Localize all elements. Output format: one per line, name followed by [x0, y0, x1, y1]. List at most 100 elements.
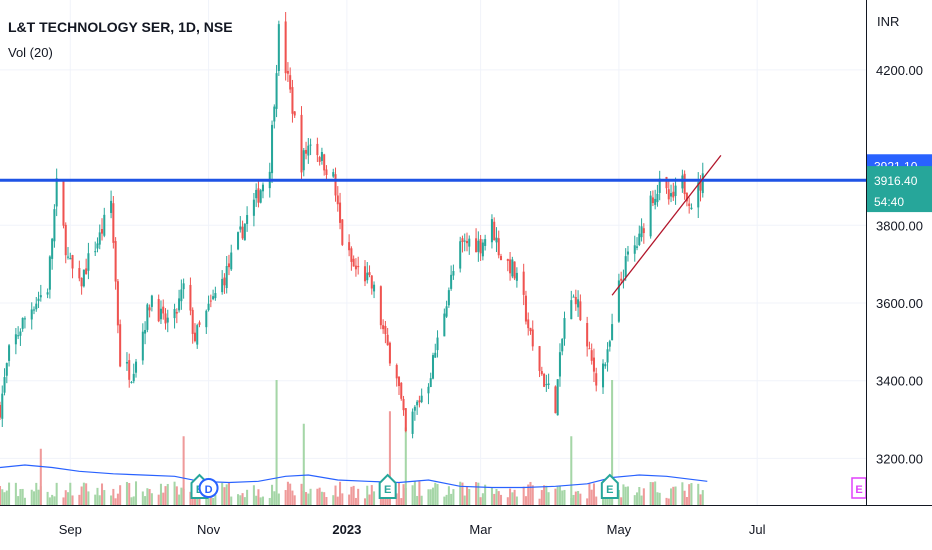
indicator-label[interactable]: Vol (20) [8, 45, 53, 60]
candle[interactable] [78, 260, 81, 282]
candle[interactable] [577, 290, 580, 317]
candle[interactable] [461, 235, 464, 253]
candle[interactable] [309, 138, 312, 156]
candle[interactable] [497, 230, 500, 259]
candle[interactable] [173, 303, 176, 329]
candle[interactable] [191, 307, 194, 344]
candle[interactable] [667, 181, 670, 205]
candle[interactable] [683, 170, 686, 200]
candle[interactable] [558, 343, 561, 387]
candle[interactable] [125, 352, 128, 371]
candle[interactable] [386, 327, 389, 346]
candle[interactable] [307, 138, 310, 164]
candle[interactable] [590, 343, 593, 365]
candle[interactable] [277, 20, 280, 76]
candle[interactable] [116, 279, 119, 334]
candle[interactable] [205, 309, 208, 334]
candle[interactable] [429, 372, 432, 388]
trend-line[interactable] [611, 154, 722, 296]
candle[interactable] [561, 338, 564, 356]
candle[interactable] [443, 308, 446, 337]
candle[interactable] [431, 352, 435, 380]
candle[interactable] [300, 106, 303, 180]
candle[interactable] [286, 62, 289, 82]
candle[interactable] [53, 204, 56, 248]
candle[interactable] [515, 267, 518, 288]
candle[interactable] [196, 323, 199, 349]
event-marker-earnings[interactable]: E [378, 473, 397, 499]
event-marker-upcoming[interactable]: E [851, 477, 867, 499]
candle[interactable] [178, 289, 181, 313]
candle[interactable] [527, 312, 530, 336]
candle[interactable] [563, 311, 566, 346]
candle[interactable] [611, 313, 614, 341]
candle[interactable] [246, 206, 249, 232]
candle[interactable] [3, 368, 6, 396]
candle[interactable] [547, 373, 550, 390]
candle[interactable] [141, 323, 144, 365]
candle[interactable] [180, 279, 183, 310]
candle[interactable] [271, 120, 274, 184]
candle[interactable] [0, 401, 2, 420]
candle[interactable] [674, 177, 677, 205]
candle[interactable] [404, 408, 407, 433]
candle[interactable] [654, 189, 657, 210]
candle[interactable] [135, 358, 138, 378]
candle[interactable] [511, 256, 514, 279]
candle[interactable] [339, 192, 342, 230]
candle[interactable] [119, 319, 122, 368]
candle[interactable] [592, 348, 595, 383]
candle[interactable] [159, 300, 162, 324]
candle[interactable] [459, 236, 462, 273]
candle[interactable] [94, 241, 97, 256]
candle[interactable] [334, 167, 337, 202]
candle[interactable] [212, 289, 215, 301]
candle[interactable] [144, 321, 147, 345]
candle[interactable] [352, 255, 355, 267]
candle[interactable] [66, 247, 70, 260]
candle[interactable] [649, 191, 652, 239]
candle[interactable] [604, 362, 607, 369]
candle[interactable] [114, 237, 117, 290]
candle[interactable] [572, 294, 575, 298]
candle[interactable] [259, 188, 262, 204]
event-marker-dividend[interactable]: D [198, 478, 219, 498]
candle[interactable] [293, 110, 296, 118]
candle[interactable] [323, 153, 326, 176]
candle[interactable] [64, 222, 67, 264]
candle[interactable] [366, 262, 369, 284]
candle[interactable] [110, 190, 113, 219]
candle[interactable] [413, 405, 416, 421]
candle[interactable] [509, 251, 512, 281]
candle[interactable] [688, 197, 691, 214]
candle[interactable] [452, 264, 455, 280]
candle[interactable] [5, 362, 8, 384]
candle[interactable] [672, 182, 675, 201]
candle[interactable] [32, 306, 36, 315]
candle[interactable] [638, 225, 641, 247]
candle[interactable] [416, 399, 419, 415]
candle[interactable] [182, 278, 185, 299]
candle[interactable] [588, 341, 591, 350]
candle[interactable] [574, 289, 577, 311]
candle[interactable] [506, 258, 509, 272]
candle[interactable] [21, 317, 24, 332]
candle[interactable] [305, 141, 308, 160]
candle[interactable] [207, 295, 210, 312]
candle[interactable] [241, 220, 244, 240]
candle[interactable] [490, 214, 493, 249]
candle[interactable] [189, 277, 192, 316]
candle[interactable] [214, 286, 217, 301]
candle[interactable] [148, 304, 151, 318]
candle[interactable] [475, 228, 478, 253]
candle[interactable] [499, 253, 503, 261]
candle[interactable] [538, 345, 541, 378]
candle[interactable] [48, 255, 51, 299]
candle[interactable] [132, 363, 135, 384]
candle[interactable] [620, 271, 623, 284]
candle[interactable] [363, 260, 367, 287]
candle[interactable] [19, 328, 22, 346]
candle[interactable] [198, 320, 201, 328]
annotations[interactable] [0, 154, 866, 296]
